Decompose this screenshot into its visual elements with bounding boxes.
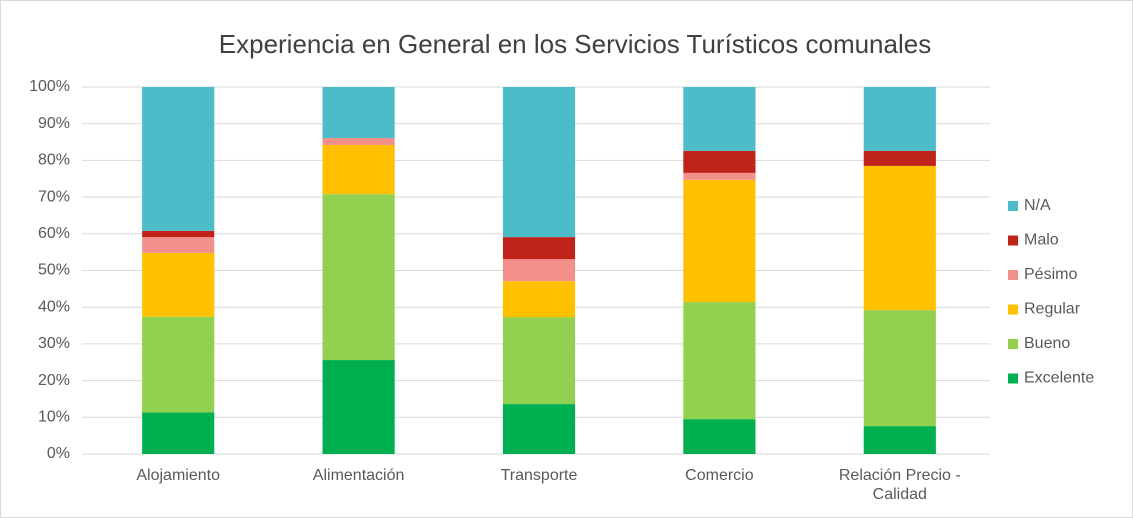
y-tick-label: 100% (29, 78, 70, 95)
bar-segment (502, 87, 576, 238)
bar-segment (863, 87, 936, 151)
y-tick-label: 70% (38, 188, 70, 205)
bar-segment (863, 165, 936, 311)
legend-swatch (1008, 201, 1018, 211)
legend-swatch (1008, 373, 1018, 384)
legend-swatch (1008, 304, 1018, 315)
bar-segment (502, 317, 576, 405)
x-tick-label: Transporte (500, 467, 578, 484)
legend-label: Pésimo (1024, 266, 1077, 283)
bar-segment (142, 237, 215, 253)
bar-segment (683, 302, 756, 420)
y-tick-label: 90% (38, 115, 70, 132)
legend-swatch (1008, 270, 1018, 280)
y-tick-label: 30% (38, 335, 70, 352)
bar-segment (502, 259, 576, 282)
chart-title: Experiencia en General en los Servicios … (219, 29, 931, 59)
legend-swatch (1008, 235, 1018, 246)
bar-segment (863, 150, 936, 166)
y-tick-label: 80% (38, 152, 70, 169)
bar-segment (322, 360, 395, 454)
y-tick-label: 60% (38, 225, 70, 242)
legend-label: Bueno (1024, 335, 1070, 352)
bar-segment (322, 87, 395, 139)
bar-segment (683, 150, 756, 173)
y-tick-label: 20% (38, 372, 70, 389)
bar-segment (142, 252, 215, 317)
y-tick-label: 50% (38, 262, 70, 279)
bar-segment (142, 87, 215, 231)
legend-label: Regular (1024, 301, 1081, 318)
legend-swatch (1008, 339, 1018, 349)
bar-segment (142, 412, 215, 454)
y-tick-label: 0% (47, 445, 70, 462)
x-tick-label: Comercio (685, 467, 754, 484)
x-tick-label: Relación Precio - Calidad (838, 467, 961, 503)
legend-label: N/A (1024, 197, 1051, 214)
legend-label: Excelente (1024, 370, 1094, 387)
bar-segment (502, 281, 576, 318)
bar-segment (322, 138, 395, 145)
bar-segment (322, 194, 395, 361)
y-tick-label: 10% (38, 409, 70, 426)
y-tick-label: 40% (38, 298, 70, 315)
bar-segment (683, 87, 756, 151)
bar-segment (863, 310, 936, 427)
x-tick-label: Alimentación (312, 467, 405, 484)
bar-segment (142, 316, 215, 413)
bar-segment (322, 144, 395, 195)
bar-segment (502, 237, 576, 260)
legend-label: Malo (1024, 232, 1059, 249)
bar-segment (502, 404, 576, 454)
bar-segment (683, 172, 756, 180)
bar-segment (142, 230, 215, 238)
bar-segment (683, 419, 756, 454)
bar-segment (863, 426, 936, 454)
x-tick-label: Alojamiento (136, 467, 220, 484)
bar-segment (683, 179, 756, 303)
